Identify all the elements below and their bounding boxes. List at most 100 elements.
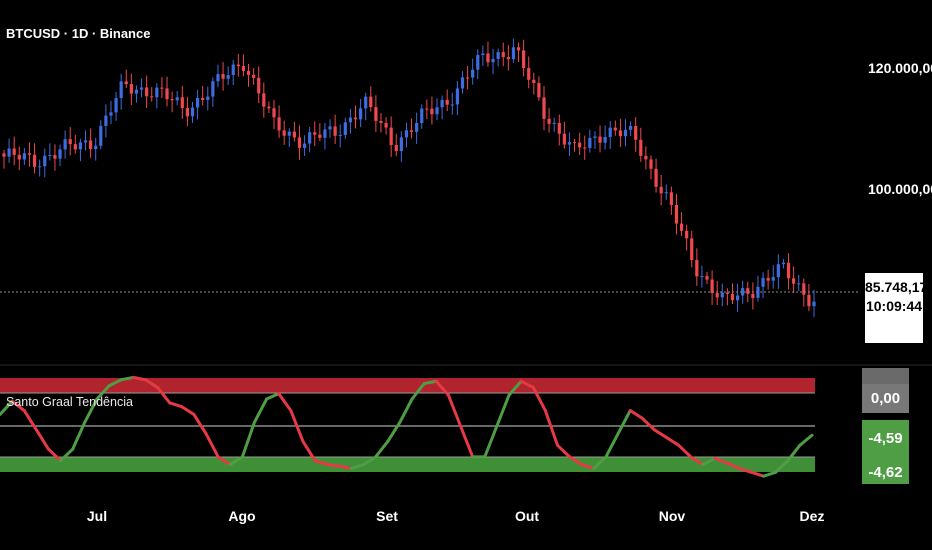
x-label-ago: Ago	[228, 508, 256, 524]
candle-body	[613, 127, 617, 131]
candle-body	[435, 107, 439, 115]
oversold-band	[0, 457, 815, 472]
candle-body	[537, 82, 541, 98]
candle-body	[496, 52, 500, 59]
candle-body	[807, 294, 811, 307]
oscillator-segment	[180, 405, 196, 416]
candle-body	[415, 123, 419, 132]
candle-body	[583, 147, 587, 149]
candle-body	[552, 122, 556, 124]
candle-body	[715, 293, 719, 298]
oscillator-segment	[374, 439, 390, 459]
price-label-120k: 120.000,00	[868, 60, 932, 76]
candle-body	[527, 68, 531, 80]
candle-body	[369, 96, 373, 108]
candle-body	[236, 64, 240, 67]
candle-countdown: 10:09:44	[865, 298, 923, 314]
candle-body	[68, 139, 72, 145]
oscillator-segment	[737, 466, 753, 474]
candle-body	[542, 97, 546, 119]
candle-body	[297, 137, 302, 148]
oscillator-segment	[240, 420, 257, 459]
x-label-nov: Nov	[658, 508, 686, 524]
candle-body	[226, 75, 230, 79]
candle-body	[700, 276, 704, 278]
candle-body	[231, 64, 235, 76]
candle-body	[430, 108, 434, 115]
candle-body	[252, 74, 256, 78]
candle-body	[32, 154, 37, 167]
oscillator-segment	[483, 424, 499, 459]
candle-body	[588, 137, 592, 148]
candle-body	[690, 238, 694, 261]
candle-body	[766, 277, 770, 281]
oscillator-segment	[568, 455, 584, 467]
candle-body	[38, 166, 42, 168]
candle-body	[644, 155, 648, 160]
candle-body	[623, 129, 628, 137]
candle-body	[629, 125, 633, 130]
oscillator-segment	[22, 409, 38, 432]
candle-body	[792, 278, 796, 284]
value-badge-1: -4,59	[868, 430, 903, 447]
candle-body	[241, 66, 246, 71]
candle-body	[190, 107, 195, 117]
candle-body	[364, 96, 368, 109]
candle-body	[679, 223, 684, 231]
candle-body	[781, 262, 786, 265]
candle-body	[145, 87, 149, 97]
candle-body	[338, 134, 342, 136]
oscillator-segment	[689, 455, 705, 467]
oscillator-segment	[507, 379, 523, 397]
oscillator-segment	[313, 459, 329, 467]
candle-body	[491, 58, 495, 63]
oscillator-segment	[592, 455, 608, 470]
candle-body	[287, 131, 291, 136]
oscillator-segment	[204, 432, 220, 459]
oscillator-segment	[701, 456, 717, 467]
candle-body	[343, 122, 347, 135]
candle-body	[486, 53, 490, 63]
candle-body	[170, 99, 174, 101]
value-badge-bg	[862, 420, 909, 484]
candle-body	[58, 149, 62, 159]
candle-body	[593, 136, 597, 138]
candle-body	[460, 77, 465, 89]
candle-body	[272, 108, 276, 118]
candle-body	[94, 145, 98, 150]
candle-body	[257, 77, 261, 94]
candle-body	[725, 292, 729, 294]
candle-body	[389, 127, 393, 146]
candle-body	[501, 52, 505, 58]
oscillator-segment	[531, 385, 547, 413]
candle-body	[99, 125, 103, 146]
oscillator-segment	[446, 393, 463, 428]
candle-body	[302, 143, 307, 148]
candle-body	[455, 88, 459, 105]
oscillator-segment	[168, 401, 184, 409]
x-label-out: Out	[514, 508, 540, 524]
candle-body	[567, 142, 572, 145]
oscillator-segment	[349, 463, 366, 470]
oscillator-segment	[616, 409, 632, 436]
candle-body	[318, 134, 322, 138]
candle-body	[12, 148, 16, 155]
oscillator-segment	[774, 459, 790, 474]
oscillator-segment	[192, 412, 208, 436]
candle-body	[292, 131, 296, 138]
oscillator-segment	[798, 433, 814, 447]
candle-body	[481, 53, 485, 56]
candle-body	[404, 130, 409, 138]
candle-body	[664, 192, 668, 194]
candle-body	[150, 96, 154, 98]
oscillator-segment	[640, 416, 656, 432]
candle-body	[43, 155, 47, 167]
candle-body	[206, 96, 210, 100]
oscillator-segment	[337, 464, 353, 470]
oscillator-segment	[398, 397, 414, 424]
candle-body	[73, 144, 77, 150]
candle-body	[603, 136, 607, 143]
candle-body	[379, 120, 383, 123]
candle-body	[374, 107, 378, 121]
